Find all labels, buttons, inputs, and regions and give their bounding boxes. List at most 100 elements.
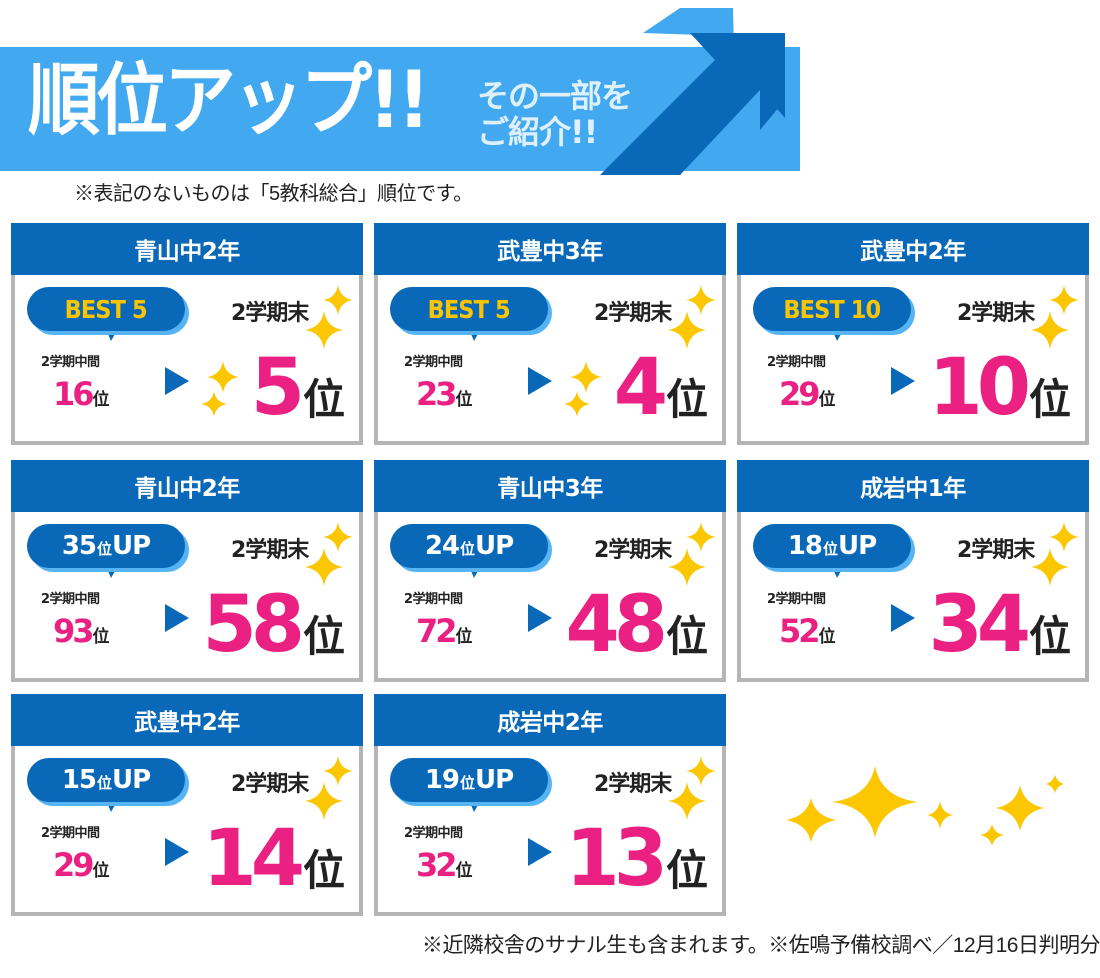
- school-grade: 武豊中3年: [497, 239, 603, 265]
- rank-unit: 位: [818, 390, 836, 410]
- mid-term-rank-number: 16: [53, 375, 94, 413]
- rank-unit: 位: [302, 612, 345, 661]
- sparkle-icon: [1031, 548, 1069, 586]
- end-term-rank: 13 位: [565, 814, 708, 904]
- footer-note: ※近隣校舎のサナル生も含まれます。※佐鳴予備校調べ／12月16日判明分: [421, 934, 1100, 957]
- speech-bubble-badge: BEST 10: [753, 287, 911, 331]
- sparkle-icon: [1031, 311, 1069, 349]
- end-term-label: 2学期末: [231, 301, 309, 326]
- rank-up-count: 24: [424, 531, 460, 561]
- up-label: UP: [838, 531, 877, 561]
- rank-unit: 位: [455, 390, 473, 410]
- sparkle-icon: [668, 548, 706, 586]
- end-term-rank: 5 位: [250, 343, 345, 433]
- school-grade-header: 成岩中1年: [737, 460, 1089, 512]
- school-grade: 武豊中2年: [134, 710, 240, 736]
- best-badge-label: BEST 10: [783, 294, 882, 324]
- sparkle-icon: [686, 522, 716, 552]
- mid-term-rank: 72 位: [416, 612, 473, 650]
- rank-up-count: 18: [787, 531, 823, 561]
- mid-term-label: 2学期中間: [404, 826, 463, 841]
- sparkle-icon: [570, 361, 602, 393]
- end-term-rank-number: 13: [565, 814, 668, 904]
- rank-unit: 位: [302, 375, 345, 424]
- mid-term-rank: 29 位: [53, 846, 110, 884]
- card-body: 24 位 UP 2学期中間 72 位 2学期末 48 位: [374, 512, 726, 682]
- rank-up-badge-label: 15 位 UP: [61, 765, 151, 795]
- rank-unit: 位: [92, 390, 110, 410]
- end-term-rank-number: 48: [565, 580, 668, 670]
- end-term-rank-number: 4: [613, 343, 668, 433]
- rank-unit: 位: [665, 612, 708, 661]
- mid-term-label: 2学期中間: [767, 592, 826, 607]
- rank-up-badge-label: 19 位 UP: [425, 765, 514, 795]
- school-grade: 成岩中2年: [497, 710, 603, 736]
- mid-term-rank: 29 位: [779, 375, 836, 413]
- rank-unit: 位: [460, 774, 475, 792]
- school-grade-header: 成岩中2年: [374, 694, 726, 746]
- school-grade: 青山中3年: [497, 476, 603, 502]
- rank-unit: 位: [92, 861, 110, 881]
- end-term-rank-number: 34: [928, 580, 1031, 670]
- rank-unit: 位: [97, 540, 112, 558]
- card-body: BEST 5 2学期中間 23 位 2学期末 4 位: [374, 275, 726, 445]
- play-arrow-icon: [891, 604, 915, 632]
- card-body: 18 位 UP 2学期中間 52 位 2学期末 34 位: [737, 512, 1089, 682]
- ranking-card: 武豊中2年 15 位 UP 2学期中間 29 位 2学期末 14 位: [11, 694, 363, 916]
- mid-term-label: 2学期中間: [41, 355, 100, 370]
- end-term-rank: 48 位: [565, 580, 708, 670]
- rank-unit: 位: [455, 627, 473, 647]
- school-grade-header: 青山中2年: [11, 223, 363, 275]
- sparkle-icon: [305, 782, 343, 820]
- sparkles-decoration-icon: [786, 766, 1064, 846]
- end-term-rank-number: 5: [250, 343, 305, 433]
- mid-term-rank: 93 位: [53, 612, 110, 650]
- school-grade-header: 武豊中2年: [737, 223, 1089, 275]
- best-badge-label: BEST 5: [427, 294, 511, 324]
- mid-term-rank-number: 29: [779, 375, 820, 413]
- banner-title: 順位アップ!!: [28, 56, 430, 146]
- rank-unit: 位: [1028, 612, 1071, 661]
- up-label: UP: [112, 765, 151, 795]
- mid-term-rank: 16 位: [53, 375, 110, 413]
- rank-up-badge-label: 24 位 UP: [424, 531, 514, 561]
- sparkle-icon: [201, 391, 227, 417]
- end-term-label: 2学期末: [957, 538, 1035, 563]
- sparkle-icon: [305, 548, 343, 586]
- sparkle-icon: [323, 756, 353, 786]
- sparkle-icon: [668, 311, 706, 349]
- play-arrow-icon: [165, 367, 189, 395]
- end-term-label: 2学期末: [957, 301, 1035, 326]
- mid-term-rank-number: 23: [416, 375, 457, 413]
- sparkle-icon: [1049, 522, 1079, 552]
- ranking-card: 青山中3年 24 位 UP 2学期中間 72 位 2学期末 48 位: [374, 460, 726, 682]
- sparkle-icon: [686, 285, 716, 315]
- ranking-note: ※表記のないものは「5教科総合」順位です。: [74, 183, 473, 205]
- mid-term-label: 2学期中間: [404, 592, 463, 607]
- end-term-rank: 4 位: [613, 343, 708, 433]
- rank-up-count: 15: [61, 765, 97, 795]
- speech-bubble-badge: 19 位 UP: [390, 758, 548, 802]
- ranking-card: 成岩中1年 18 位 UP 2学期中間 52 位 2学期末 34 位: [737, 460, 1089, 682]
- end-term-label: 2学期末: [594, 538, 672, 563]
- up-label: UP: [475, 531, 514, 561]
- end-term-rank: 34 位: [928, 580, 1071, 670]
- end-term-rank: 14 位: [202, 820, 345, 898]
- sparkle-icon: [564, 391, 590, 417]
- sparkle-icon: [305, 311, 343, 349]
- speech-bubble-badge: BEST 5: [390, 287, 548, 331]
- speech-bubble-badge: 15 位 UP: [27, 758, 185, 802]
- mid-term-label: 2学期中間: [404, 355, 463, 370]
- mid-term-label: 2学期中間: [41, 826, 100, 841]
- school-grade: 青山中2年: [134, 476, 240, 502]
- sparkle-icon: [323, 285, 353, 315]
- end-term-rank-number: 58: [202, 580, 305, 670]
- end-term-label: 2学期末: [594, 772, 672, 797]
- ranking-card: 成岩中2年 19 位 UP 2学期中間 32 位 2学期末 13 位: [374, 694, 726, 916]
- card-body: 35 位 UP 2学期中間 93 位 2学期末 58 位: [11, 512, 363, 682]
- play-arrow-icon: [165, 604, 189, 632]
- end-term-label: 2学期末: [231, 772, 309, 797]
- mid-term-rank-number: 93: [53, 612, 94, 650]
- speech-bubble-badge: 24 位 UP: [390, 524, 548, 568]
- speech-bubble-badge: BEST 5: [27, 287, 185, 331]
